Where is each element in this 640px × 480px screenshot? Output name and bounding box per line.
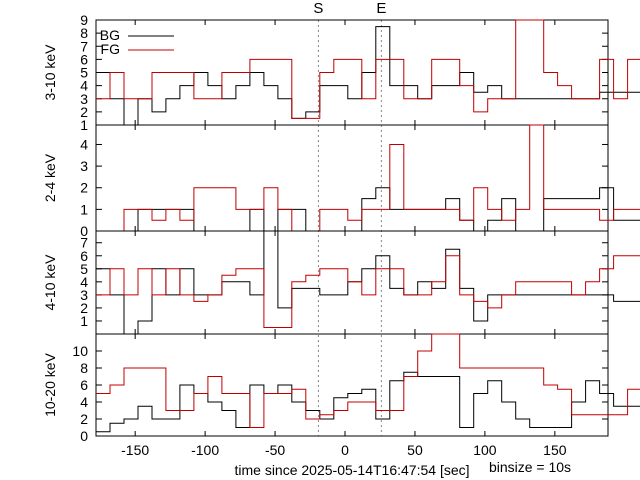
series-bg-line bbox=[96, 230, 640, 335]
y-axis-label: 2-4 keV bbox=[42, 153, 58, 202]
y-tick-label: 6 bbox=[80, 248, 88, 264]
marker-label-s: S bbox=[313, 0, 323, 17]
y-tick-label: 4 bbox=[80, 78, 88, 94]
y-tick-label: 3 bbox=[80, 91, 88, 107]
y-tick-label: 1 bbox=[80, 201, 88, 217]
y-tick-label: 4 bbox=[80, 274, 88, 290]
y-tick-label: 5 bbox=[80, 261, 88, 277]
x-tick-label: 100 bbox=[473, 442, 497, 458]
y-tick-label: 7 bbox=[80, 38, 88, 54]
y-tick-label: 1 bbox=[80, 117, 88, 133]
y-tick-label: 8 bbox=[80, 25, 88, 41]
y-tick-label: 3 bbox=[80, 158, 88, 174]
legend: BG FG bbox=[100, 27, 174, 57]
binsize-label: binsize = 10s bbox=[489, 459, 571, 475]
x-tick-label: -50 bbox=[265, 442, 285, 458]
y-tick-label: 7 bbox=[80, 235, 88, 251]
y-tick-label: 0 bbox=[80, 428, 88, 444]
series-bg-line bbox=[96, 26, 640, 126]
panel-frame bbox=[95, 124, 609, 232]
y-tick-label: 6 bbox=[80, 377, 88, 393]
y-tick-label: 8 bbox=[80, 360, 88, 376]
x-tick-label: -100 bbox=[191, 442, 219, 458]
y-tick-label: 9 bbox=[80, 12, 88, 28]
y-axis-label: 3-10 keV bbox=[42, 44, 58, 101]
y-tick-label: 4 bbox=[80, 136, 88, 152]
x-axis: -150 -100 -50 0 50 100 150 bbox=[121, 442, 567, 458]
legend-label-bg: BG bbox=[100, 27, 120, 43]
x-tick-label: 150 bbox=[543, 442, 567, 458]
y-tick-label: 2 bbox=[80, 104, 88, 120]
x-tick-label: 0 bbox=[341, 442, 349, 458]
series-fg-line bbox=[96, 124, 640, 232]
marker-label-e: E bbox=[376, 0, 386, 17]
x-tick-label: -150 bbox=[121, 442, 149, 458]
x-axis-label: time since 2025-05-14T16:47:54 [sec] bbox=[234, 462, 469, 478]
panel-frame bbox=[95, 230, 609, 335]
x-tick-label: 50 bbox=[407, 442, 423, 458]
y-tick-label: 4 bbox=[80, 394, 88, 410]
y-tick-label: 2 bbox=[80, 411, 88, 427]
panel-2: 0 1 2 3 4 2-4 keV bbox=[42, 124, 640, 239]
series-fg-line bbox=[96, 333, 640, 428]
y-tick-label: 3 bbox=[80, 287, 88, 303]
y-tick-label: 2 bbox=[80, 180, 88, 196]
panel-frame bbox=[95, 333, 609, 437]
series-fg-line bbox=[96, 255, 640, 328]
y-tick-label: 10 bbox=[72, 343, 88, 359]
series-fg-line bbox=[96, 19, 640, 119]
y-tick-label: 6 bbox=[80, 51, 88, 67]
y-axis-label: 10-20 keV bbox=[42, 352, 58, 416]
y-tick-label: 5 bbox=[80, 65, 88, 81]
y-tick-label: 0 bbox=[80, 223, 88, 239]
y-axis-label: 4-10 keV bbox=[42, 254, 58, 311]
y-tick-label: 1 bbox=[80, 313, 88, 329]
y-tick-label: 2 bbox=[80, 300, 88, 316]
legend-label-fg: FG bbox=[101, 41, 120, 57]
